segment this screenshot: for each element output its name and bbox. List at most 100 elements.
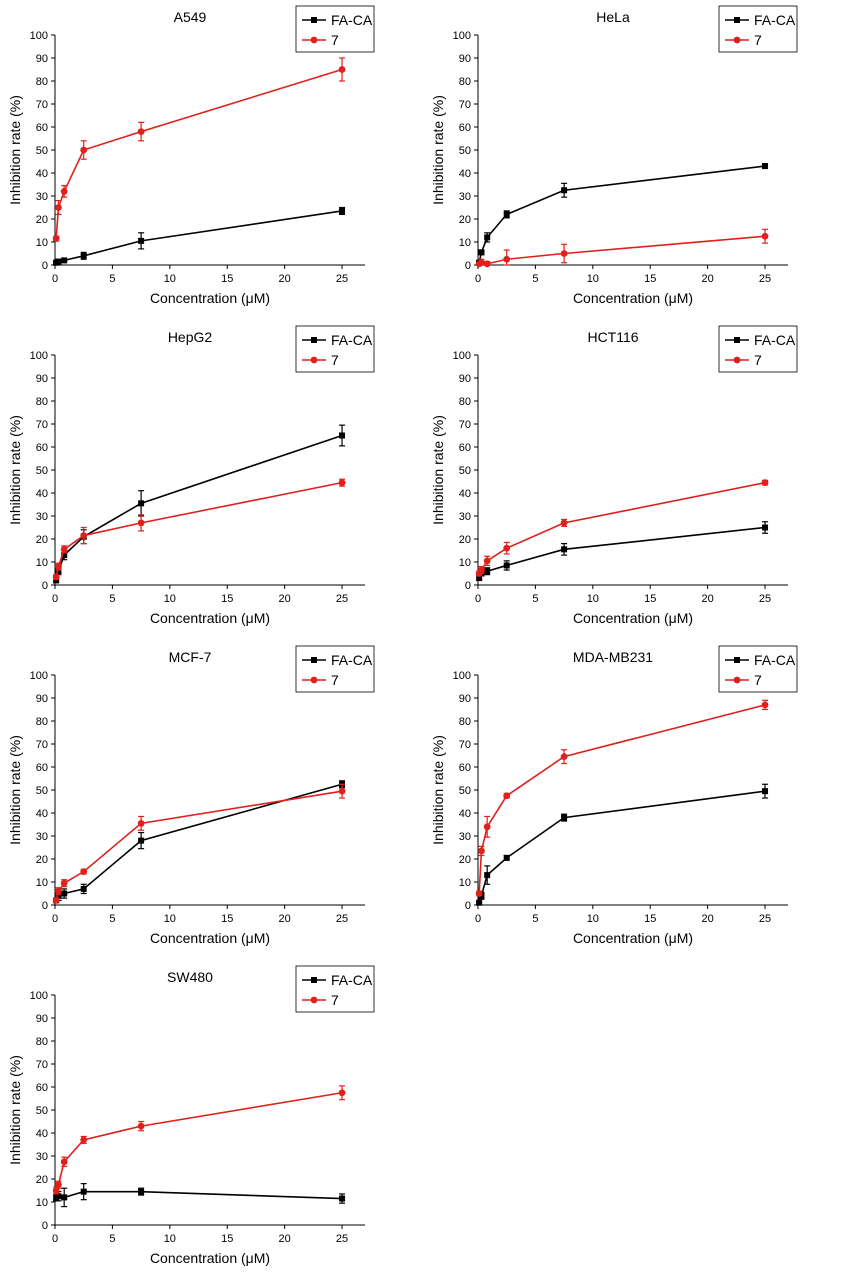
legend-marker — [311, 977, 317, 983]
y-tick-label: 70 — [36, 419, 48, 431]
y-tick-label: 80 — [459, 396, 471, 408]
legend-marker — [733, 356, 741, 364]
y-tick-label: 20 — [36, 1174, 48, 1186]
data-point — [60, 188, 68, 195]
y-tick-label: 10 — [459, 557, 471, 569]
y-tick-label: 100 — [30, 990, 48, 1002]
y-tick-label: 40 — [36, 488, 48, 500]
y-tick-label: 20 — [36, 854, 48, 866]
data-point — [137, 519, 145, 527]
y-axis-title: Inhibition rate (%) — [430, 735, 446, 845]
y-tick-label: 80 — [459, 716, 471, 728]
legend-label: FA-CA — [754, 12, 796, 28]
y-tick-label: 60 — [459, 762, 471, 774]
legend-marker — [734, 17, 740, 23]
series-fa-ca — [53, 206, 346, 266]
x-tick-label: 25 — [759, 593, 771, 605]
data-point — [503, 792, 511, 800]
y-tick-label: 50 — [459, 785, 471, 797]
x-tick-label: 10 — [164, 593, 176, 605]
data-point — [560, 519, 568, 527]
data-point — [55, 258, 62, 265]
data-point — [60, 1158, 68, 1166]
x-tick-label: 15 — [644, 593, 656, 605]
legend-label: 7 — [331, 672, 339, 688]
x-tick-label: 15 — [221, 1233, 233, 1245]
legend-box — [295, 965, 375, 1013]
data-point — [762, 524, 769, 531]
y-tick-label: 10 — [36, 877, 48, 889]
chart-svg: HepG2 0 10 20 30 40 50 60 70 80 90 100 0 5 10 15 20 25 Con… — [7, 325, 375, 626]
data-point — [61, 257, 68, 264]
y-tick-label: 60 — [459, 122, 471, 134]
series-line — [55, 210, 343, 264]
x-tick-label: 10 — [587, 273, 599, 285]
y-tick-label: 50 — [36, 145, 48, 157]
x-tick-label: 25 — [336, 593, 348, 605]
y-tick-label: 20 — [459, 214, 471, 226]
data-point — [560, 753, 568, 761]
data-point — [478, 847, 485, 855]
y-tick-label: 50 — [36, 1105, 48, 1117]
data-point — [339, 432, 346, 439]
data-point — [52, 897, 60, 904]
data-point — [55, 563, 62, 570]
chart-svg: SW480 0 10 20 30 40 50 60 70 80 90 100 0 5 10 15 20 25 Con… — [7, 965, 375, 1266]
y-axis-title: Inhibition rate (%) — [7, 415, 23, 525]
y-tick-label: 70 — [36, 739, 48, 751]
x-tick-label: 20 — [279, 593, 291, 605]
x-axis-title: Concentration (μM) — [150, 610, 270, 626]
legend-marker — [734, 337, 740, 343]
x-tick-label: 5 — [109, 913, 115, 925]
data-point — [55, 887, 62, 895]
data-point — [80, 252, 87, 259]
series-fa-ca — [53, 780, 346, 904]
y-tick-label: 60 — [459, 442, 471, 454]
y-tick-label: 30 — [36, 1151, 48, 1163]
data-point — [476, 899, 483, 906]
x-axis-title: Concentration (μM) — [150, 1250, 270, 1266]
chart-svg: HeLa 0 10 20 30 40 50 60 70 80 90 100 0 5 10 15 20 25 Conc… — [430, 5, 798, 306]
series-line — [55, 1190, 343, 1200]
y-tick-label: 40 — [459, 488, 471, 500]
series-line — [55, 68, 343, 239]
y-tick-label: 70 — [459, 419, 471, 431]
series-compound-7 — [52, 57, 346, 242]
data-point — [483, 557, 491, 565]
data-point — [80, 868, 88, 876]
data-point — [476, 575, 483, 582]
chart-title: MCF-7 — [169, 649, 212, 665]
x-tick-label: 25 — [336, 273, 348, 285]
y-tick-label: 90 — [36, 693, 48, 705]
x-tick-label: 25 — [759, 273, 771, 285]
data-point — [561, 546, 568, 553]
chart-panel-hepg2: HepG2 0 10 20 30 40 50 60 70 80 90 100 0 5 10 15 20 25 Con… — [0, 320, 420, 630]
series-compound-7 — [475, 479, 769, 577]
x-tick-label: 0 — [475, 273, 481, 285]
data-point — [52, 235, 60, 242]
y-tick-label: 40 — [36, 808, 48, 820]
x-tick-label: 20 — [279, 913, 291, 925]
x-tick-label: 0 — [52, 1233, 58, 1245]
x-tick-label: 10 — [164, 273, 176, 285]
chart-title: HeLa — [596, 9, 630, 25]
y-tick-label: 90 — [459, 53, 471, 65]
data-point — [55, 892, 62, 899]
chart-title: MDA-MB231 — [573, 649, 653, 665]
legend-label: 7 — [754, 672, 762, 688]
legend-box — [295, 325, 375, 373]
x-tick-label: 10 — [164, 1233, 176, 1245]
y-tick-label: 10 — [36, 557, 48, 569]
y-tick-label: 60 — [36, 762, 48, 774]
x-tick-label: 10 — [587, 593, 599, 605]
chart-svg: MDA-MB231 0 10 20 30 40 50 60 70 80 90 100 0 5 10 15 20 2… — [430, 645, 798, 946]
x-tick-label: 0 — [52, 913, 58, 925]
legend-label: 7 — [754, 32, 762, 48]
y-tick-label: 100 — [30, 350, 48, 362]
y-tick-label: 0 — [42, 260, 48, 272]
chart-panel-hct116: HCT116 0 10 20 30 40 50 60 70 80 90 100 0 5 10 15 20 25 Co… — [423, 320, 843, 630]
y-tick-label: 90 — [459, 693, 471, 705]
x-tick-label: 5 — [109, 1233, 115, 1245]
data-point — [137, 1122, 145, 1130]
data-point — [560, 250, 568, 257]
